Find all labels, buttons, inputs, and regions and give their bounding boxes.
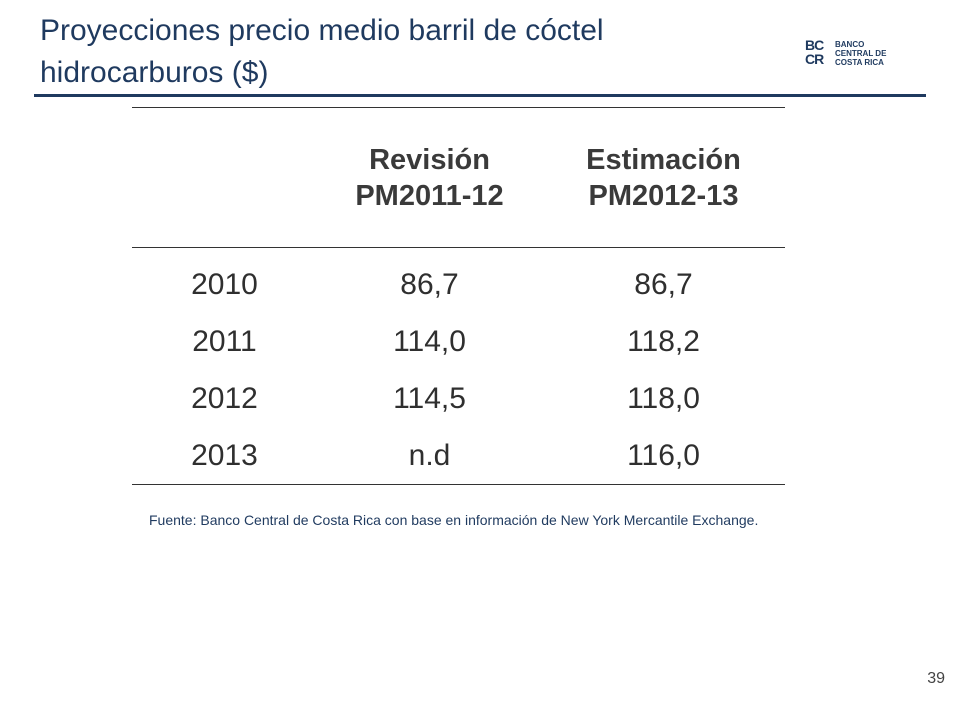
cell-estimacion: 116,0 [627, 438, 700, 472]
slide-title-line2: hidrocarburos ($) [40, 56, 269, 89]
logo-mark-top: BC [805, 37, 824, 53]
logo-text-line2: CENTRAL DE [835, 49, 887, 58]
source-note: Fuente: Banco Central de Costa Rica con … [149, 512, 759, 528]
logo-text-line3: COSTA RICA [835, 58, 884, 67]
page-number: 39 [927, 670, 945, 687]
logo-mark-bottom: CR [805, 51, 824, 67]
slide-title: Proyecciones precio medio barril de cóct… [40, 10, 740, 94]
header-revision-line1: Revisión [369, 143, 490, 176]
cell-year: 2010 [191, 267, 258, 301]
table-row: 2010 86,7 86,7 [132, 248, 785, 314]
cell-revision: n.d [408, 438, 451, 472]
header-estimacion: Estimación PM2012-13 [542, 108, 785, 248]
cell-estimacion: 118,0 [627, 381, 700, 415]
header-estimacion-line2: PM2012-13 [588, 179, 739, 212]
table-header-row: Revisión PM2011-12 Estimación PM2012-13 [132, 107, 785, 248]
cell-revision: 114,0 [393, 324, 466, 358]
cell-revision: 114,5 [393, 381, 466, 415]
cell-year: 2013 [191, 438, 258, 472]
cell-estimacion: 118,2 [627, 324, 700, 358]
logo-text-line1: BANCO [835, 40, 865, 49]
cell-revision: 86,7 [400, 267, 459, 301]
logo-text: BANCO CENTRAL DE COSTA RICA [835, 40, 907, 67]
header-revision-line2: PM2011-12 [355, 179, 504, 212]
table-row: 2012 114,5 118,0 [132, 370, 785, 427]
table-row: 2013 n.d 116,0 [132, 427, 785, 485]
header-revision: Revisión PM2011-12 [317, 108, 542, 248]
cell-year: 2011 [192, 324, 257, 358]
table-row: 2011 114,0 118,2 [132, 313, 785, 370]
header-estimacion-line1: Estimación [586, 143, 741, 176]
title-underline [34, 94, 926, 97]
header-year [132, 108, 317, 248]
price-projection-table: Revisión PM2011-12 Estimación PM2012-13 … [132, 107, 785, 485]
bccr-logo: BC CR BANCO CENTRAL DE COSTA RICA [805, 38, 905, 70]
slide-title-line1: Proyecciones precio medio barril de cóct… [40, 14, 604, 47]
cell-year: 2012 [191, 381, 258, 415]
logo-mark: BC CR [805, 38, 833, 68]
cell-estimacion: 86,7 [634, 267, 693, 301]
